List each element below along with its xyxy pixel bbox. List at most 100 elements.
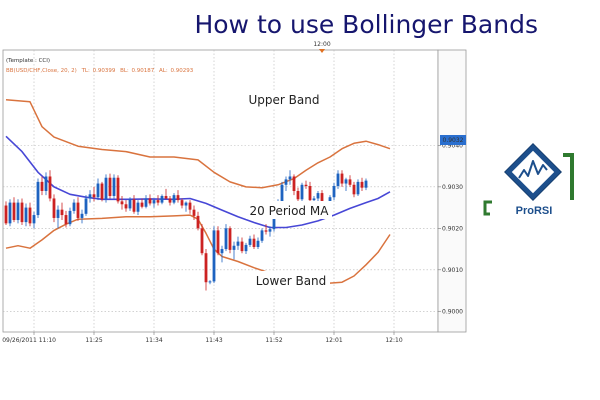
candle	[80, 209, 84, 224]
candle-body	[344, 179, 348, 184]
candle-body	[240, 241, 244, 252]
last-price-bg	[440, 135, 466, 145]
candle-body	[184, 202, 188, 206]
candle	[264, 224, 268, 235]
candle-body	[304, 184, 308, 187]
lower-band-label-bg	[252, 271, 330, 289]
candle	[48, 170, 52, 202]
logo-wave-icon	[518, 160, 548, 179]
candle	[288, 170, 292, 185]
candle-body	[244, 244, 248, 252]
time-marker-icon	[319, 49, 325, 53]
top-time-label: 12:00	[313, 41, 330, 48]
candle	[12, 197, 16, 223]
candle	[112, 174, 116, 199]
candle	[104, 174, 108, 203]
bl-label: BL:	[120, 68, 129, 74]
candle-body	[268, 229, 272, 232]
template-label: (Template : CCI)	[6, 58, 50, 64]
candle	[172, 193, 176, 205]
candle-body	[164, 195, 168, 199]
candle-body	[316, 193, 320, 199]
candle	[28, 202, 32, 227]
al-value: 0.90293	[170, 68, 193, 74]
candle	[148, 194, 152, 206]
candle	[32, 211, 36, 229]
candle-body	[328, 197, 332, 205]
upper-band-line	[5, 99, 391, 189]
upper-band-label: Upper Band	[249, 93, 320, 107]
candle-body	[204, 253, 208, 283]
candle-body	[144, 198, 148, 207]
candle-body	[256, 240, 260, 247]
candle	[332, 182, 336, 201]
candle	[208, 280, 212, 285]
candle	[224, 224, 228, 252]
candles-group	[4, 170, 368, 291]
y-tick-label: 0.9030	[442, 184, 463, 191]
candle	[220, 245, 224, 263]
logo-text: ProRSI	[516, 205, 553, 217]
candle	[180, 198, 184, 209]
candle-body	[120, 201, 124, 205]
last-price-tag: 0.9032	[440, 135, 466, 145]
candle-body	[332, 186, 336, 198]
y-tick-label: 0.9010	[442, 267, 463, 274]
candle	[72, 199, 76, 214]
ma-label: 20 Period MA	[250, 204, 330, 218]
candle	[340, 170, 344, 187]
candle	[124, 200, 128, 212]
grid	[3, 50, 438, 332]
candle	[36, 178, 40, 218]
candle-body	[356, 181, 360, 195]
candle	[64, 210, 68, 228]
candle	[44, 172, 48, 196]
candle-body	[160, 195, 164, 203]
candle	[256, 237, 260, 250]
x-tick-label: 11:52	[265, 337, 282, 344]
candle-body	[156, 200, 160, 203]
candle-body	[224, 228, 228, 250]
x-tick-label: 11:43	[205, 337, 222, 344]
candle-body	[132, 199, 136, 212]
plot-frame	[2, 49, 467, 333]
x-tick-label: 12:01	[325, 337, 342, 344]
candle-body	[24, 207, 28, 223]
x-tick-label: 11:25	[85, 337, 102, 344]
candle	[252, 234, 256, 250]
candle-body	[116, 177, 120, 202]
candle	[196, 211, 200, 231]
candle-body	[264, 230, 268, 232]
candle	[304, 180, 308, 189]
candle-body	[360, 181, 364, 188]
candle-body	[48, 176, 52, 199]
candle	[212, 226, 216, 284]
candle-body	[336, 173, 340, 187]
chart-annotations: Upper Band 20 Period MA Lower Band	[246, 90, 332, 289]
candle-body	[348, 179, 352, 185]
candle-body	[104, 177, 108, 200]
candle-body	[148, 198, 152, 204]
candle	[344, 177, 348, 191]
candle	[292, 174, 296, 196]
ma-20-line	[5, 135, 391, 229]
candle	[8, 199, 12, 227]
y-tick-label: 0.9040	[442, 142, 463, 149]
candle	[336, 170, 340, 189]
x-tick-label: 12:10	[385, 337, 402, 344]
candle-body	[300, 184, 304, 200]
candle	[200, 224, 204, 256]
candle	[60, 202, 64, 221]
candle	[184, 201, 188, 212]
candle	[356, 179, 360, 196]
candle	[68, 207, 72, 227]
candle-body	[236, 241, 240, 246]
candle	[260, 228, 264, 243]
candle-body	[260, 230, 264, 241]
candle-body	[192, 209, 196, 216]
candle-body	[140, 202, 144, 207]
candle	[84, 195, 88, 216]
candle	[160, 194, 164, 205]
y-tick-label: 0.9020	[442, 225, 463, 232]
candle-body	[340, 173, 344, 184]
